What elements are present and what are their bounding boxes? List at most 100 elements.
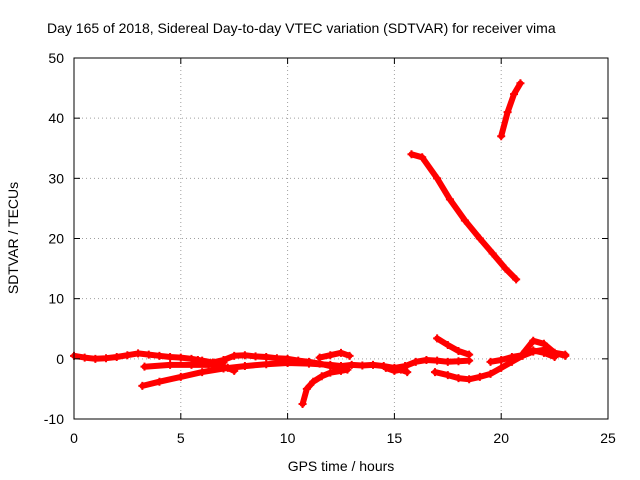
data-point xyxy=(304,359,313,368)
data-point xyxy=(390,366,399,375)
data-point xyxy=(166,353,175,362)
y-tick-label: 50 xyxy=(48,50,64,66)
data-point xyxy=(454,347,463,356)
data-point xyxy=(418,153,427,162)
data-point xyxy=(518,350,527,359)
x-tick-label: 5 xyxy=(177,430,185,446)
data-point xyxy=(507,353,516,362)
series-line xyxy=(194,357,238,374)
data-point xyxy=(240,351,249,360)
data-point xyxy=(396,365,405,374)
data-point xyxy=(433,334,442,343)
data-point xyxy=(262,360,271,369)
x-tick-label: 25 xyxy=(600,430,616,446)
data-point xyxy=(230,351,239,360)
data-point xyxy=(251,352,260,361)
data-point xyxy=(497,363,506,372)
x-tick-label: 20 xyxy=(493,430,509,446)
x-tick-labels: 0 5 10 15 20 25 xyxy=(70,430,616,446)
data-point xyxy=(240,362,249,371)
data-point xyxy=(411,357,420,366)
data-point xyxy=(443,357,452,366)
data-traces xyxy=(70,79,570,408)
data-point xyxy=(488,249,497,258)
y-tick-label: 0 xyxy=(56,351,64,367)
data-point xyxy=(337,362,345,371)
data-point xyxy=(443,371,452,380)
data-point xyxy=(112,353,121,362)
x-tick-label: 15 xyxy=(387,430,403,446)
data-point xyxy=(454,374,463,383)
y-tick-labels: -10 0 10 20 30 40 50 xyxy=(44,50,64,427)
plot-frame xyxy=(73,57,609,420)
data-point xyxy=(176,372,185,381)
y-tick-label: 30 xyxy=(48,170,64,186)
data-point xyxy=(298,399,307,408)
series-line xyxy=(316,349,353,361)
y-tick-label: 20 xyxy=(48,231,64,247)
data-point xyxy=(445,195,454,204)
data-point xyxy=(193,356,202,365)
data-point xyxy=(475,234,484,243)
series-line xyxy=(408,151,520,283)
data-point xyxy=(433,356,442,365)
data-point xyxy=(134,349,143,358)
data-point xyxy=(166,360,175,369)
data-point xyxy=(347,360,356,369)
data-point xyxy=(187,360,196,369)
data-point xyxy=(486,357,495,366)
data-point xyxy=(454,357,463,366)
data-point xyxy=(230,366,239,375)
data-point xyxy=(430,368,439,377)
data-point xyxy=(315,353,324,362)
data-point xyxy=(460,216,469,225)
y-axis-label: SDTVAR / TECUs xyxy=(5,182,21,294)
data-point xyxy=(80,353,89,362)
data-point xyxy=(433,174,442,183)
y-tick-label: -10 xyxy=(44,411,64,427)
x-axis-label: GPS time / hours xyxy=(288,458,395,474)
data-point xyxy=(465,375,474,384)
data-point xyxy=(503,108,512,117)
data-point xyxy=(358,361,367,370)
series-line xyxy=(434,335,473,358)
data-point xyxy=(497,356,506,365)
data-point xyxy=(345,351,354,360)
data-point xyxy=(529,346,538,355)
y-tick-label: 40 xyxy=(48,110,64,126)
data-point xyxy=(326,351,335,360)
data-point xyxy=(497,132,506,141)
data-point xyxy=(337,348,345,357)
chart-title: Day 165 of 2018, Sidereal Day-to-day VTE… xyxy=(47,20,556,36)
data-point xyxy=(516,79,525,88)
data-point xyxy=(407,150,416,159)
series-line xyxy=(498,80,524,140)
data-point xyxy=(102,354,111,363)
data-point xyxy=(155,377,164,386)
y-tick-label: 10 xyxy=(48,291,64,307)
data-point xyxy=(510,90,519,99)
data-point xyxy=(140,362,149,371)
data-point xyxy=(198,368,207,377)
data-point xyxy=(381,363,390,372)
x-tick-label: 10 xyxy=(280,430,296,446)
data-point xyxy=(223,363,232,372)
data-point xyxy=(475,372,484,381)
data-point xyxy=(539,348,548,357)
data-point xyxy=(501,264,510,273)
data-point xyxy=(326,360,335,369)
data-point xyxy=(486,369,495,378)
data-point xyxy=(317,372,326,381)
data-point xyxy=(561,351,570,360)
data-point xyxy=(309,377,318,386)
data-point xyxy=(176,353,185,362)
data-point xyxy=(302,384,311,393)
data-point xyxy=(529,336,538,345)
data-point xyxy=(262,353,271,362)
data-point xyxy=(422,356,431,365)
data-point xyxy=(155,351,164,360)
data-point xyxy=(443,340,452,349)
data-point xyxy=(123,351,132,360)
data-point xyxy=(138,381,147,390)
